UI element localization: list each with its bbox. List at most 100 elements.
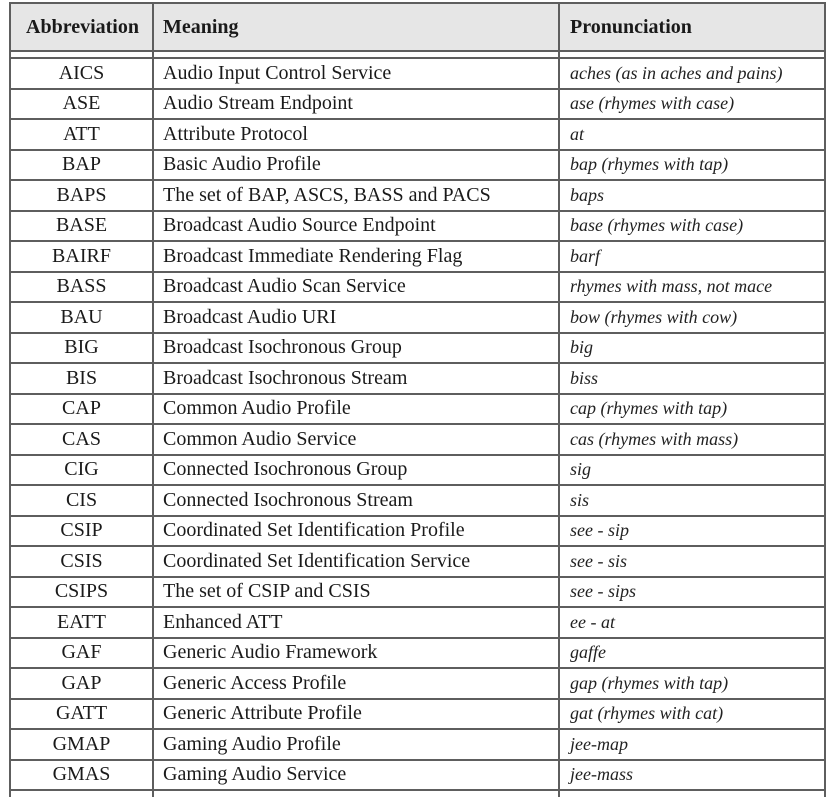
abbreviation-cell: BAP <box>11 150 154 179</box>
pronunciation-cell: cap (rhymes with tap) <box>570 398 728 419</box>
meaning-cell: Gaming Audio Profile <box>154 730 560 759</box>
meaning-cell: Broadcast Audio Source Endpoint <box>154 211 560 240</box>
pronunciation-cell: aches (as in aches and pains) <box>570 62 783 83</box>
abbreviation-cell: BAPS <box>11 181 154 210</box>
pronunciation-cell: baps <box>570 184 605 205</box>
abbreviation-cell: BIS <box>11 364 154 393</box>
table-row: BIG Broadcast Isochronous Group big <box>11 333 824 364</box>
table-row: BASE Broadcast Audio Source Endpoint bas… <box>11 211 824 242</box>
partial-cell <box>11 791 154 797</box>
table-row: ATT Attribute Protocol at <box>11 120 824 151</box>
pronunciation-cell: sis <box>570 489 590 510</box>
table-row: GATT Generic Attribute Profile gat (rhym… <box>11 699 824 730</box>
header-spacer-row <box>11 52 824 59</box>
table-row: CSIPS The set of CSIP and CSIS see - sip… <box>11 577 824 608</box>
meaning-cell: Basic Audio Profile <box>154 150 560 179</box>
abbreviation-cell: GATT <box>11 699 154 728</box>
pronunciation-cell: ee - at <box>570 611 615 632</box>
pronunciation-cell: see - sips <box>570 581 636 602</box>
abbreviation-cell: EATT <box>11 608 154 637</box>
pronunciation-cell: at <box>570 123 585 144</box>
abbreviation-cell: CSIS <box>11 547 154 576</box>
abbreviation-cell: CIG <box>11 455 154 484</box>
meaning-cell: Broadcast Isochronous Stream <box>154 364 560 393</box>
pronunciation-cell: see - sip <box>570 520 629 541</box>
abbreviation-cell: GAF <box>11 638 154 667</box>
table-row: CAP Common Audio Profile cap (rhymes wit… <box>11 394 824 425</box>
table-row: BAP Basic Audio Profile bap (rhymes with… <box>11 150 824 181</box>
table-row: BAIRF Broadcast Immediate Rendering Flag… <box>11 242 824 273</box>
pronunciation-cell: gap (rhymes with tap) <box>570 672 729 693</box>
partial-cell <box>560 791 824 797</box>
abbreviation-cell: CAP <box>11 394 154 423</box>
pronunciation-cell: big <box>570 337 594 358</box>
meaning-cell: Generic Attribute Profile <box>154 699 560 728</box>
meaning-cell: Gaming Audio Service <box>154 760 560 789</box>
table-row: GMAP Gaming Audio Profile jee-map <box>11 730 824 761</box>
pronunciation-cell: base (rhymes with case) <box>570 215 744 236</box>
table-row: CIG Connected Isochronous Group sig <box>11 455 824 486</box>
abbreviation-cell: GAP <box>11 669 154 698</box>
pronunciation-cell: gat (rhymes with cat) <box>570 703 724 724</box>
abbreviation-cell: GMAS <box>11 760 154 789</box>
abbreviation-cell: ATT <box>11 120 154 149</box>
meaning-cell: Audio Input Control Service <box>154 59 560 88</box>
table-row: BIS Broadcast Isochronous Stream biss <box>11 364 824 395</box>
table-row: GAF Generic Audio Framework gaffe <box>11 638 824 669</box>
table-row: EATT Enhanced ATT ee - at <box>11 608 824 639</box>
spacer-cell <box>11 52 154 57</box>
pronunciation-cell: cas (rhymes with mass) <box>570 428 739 449</box>
abbreviation-cell: CSIPS <box>11 577 154 606</box>
meaning-cell: Broadcast Immediate Rendering Flag <box>154 242 560 271</box>
abbreviation-cell: BAU <box>11 303 154 332</box>
abbreviation-cell: GMAP <box>11 730 154 759</box>
table-row: CAS Common Audio Service cas (rhymes wit… <box>11 425 824 456</box>
table-row: GMAS Gaming Audio Service jee-mass <box>11 760 824 791</box>
abbreviation-cell: BASS <box>11 272 154 301</box>
pronunciation-cell: ase (rhymes with case) <box>570 93 735 114</box>
pronunciation-cell: gaffe <box>570 642 606 663</box>
pronunciation-cell: barf <box>570 245 601 266</box>
abbreviations-table: Abbreviation Meaning Pronunciation AICS … <box>9 2 826 797</box>
table-row: BASS Broadcast Audio Scan Service rhymes… <box>11 272 824 303</box>
abbreviation-cell: CSIP <box>11 516 154 545</box>
table-row: CSIS Coordinated Set Identification Serv… <box>11 547 824 578</box>
table-row: AICS Audio Input Control Service aches (… <box>11 59 824 90</box>
meaning-cell: Attribute Protocol <box>154 120 560 149</box>
pronunciation-cell: jee-map <box>570 733 628 754</box>
table-row: GAP Generic Access Profile gap (rhymes w… <box>11 669 824 700</box>
abbreviation-cell: ASE <box>11 89 154 118</box>
pronunciation-cell: sig <box>570 459 592 480</box>
abbreviation-cell: BAIRF <box>11 242 154 271</box>
pronunciation-cell: rhymes with mass, not mace <box>570 276 773 297</box>
partial-next-row <box>11 791 824 797</box>
meaning-cell: Enhanced ATT <box>154 608 560 637</box>
spacer-cell <box>560 52 824 57</box>
pronunciation-cell: bap (rhymes with tap) <box>570 154 729 175</box>
meaning-cell: Broadcast Audio Scan Service <box>154 272 560 301</box>
meaning-cell: Broadcast Audio URI <box>154 303 560 332</box>
pronunciation-cell: see - sis <box>570 550 627 571</box>
partial-cell <box>154 791 560 797</box>
table-row: CIS Connected Isochronous Stream sis <box>11 486 824 517</box>
meaning-cell: Broadcast Isochronous Group <box>154 333 560 362</box>
pronunciation-cell: biss <box>570 367 599 388</box>
table-header-row: Abbreviation Meaning Pronunciation <box>11 4 824 52</box>
table-row: CSIP Coordinated Set Identification Prof… <box>11 516 824 547</box>
meaning-cell: Coordinated Set Identification Profile <box>154 516 560 545</box>
spacer-cell <box>154 52 560 57</box>
meaning-cell: Connected Isochronous Group <box>154 455 560 484</box>
table-row: ASE Audio Stream Endpoint ase (rhymes wi… <box>11 89 824 120</box>
pronunciation-cell: bow (rhymes with cow) <box>570 306 738 327</box>
table-body: AICS Audio Input Control Service aches (… <box>11 59 824 791</box>
abbreviation-cell: BIG <box>11 333 154 362</box>
table-row: BAU Broadcast Audio URI bow (rhymes with… <box>11 303 824 334</box>
column-header-meaning: Meaning <box>154 4 560 50</box>
meaning-cell: Generic Audio Framework <box>154 638 560 667</box>
meaning-cell: Connected Isochronous Stream <box>154 486 560 515</box>
abbreviation-cell: BASE <box>11 211 154 240</box>
meaning-cell: The set of CSIP and CSIS <box>154 577 560 606</box>
meaning-cell: Coordinated Set Identification Service <box>154 547 560 576</box>
column-header-pronunciation: Pronunciation <box>570 15 692 38</box>
